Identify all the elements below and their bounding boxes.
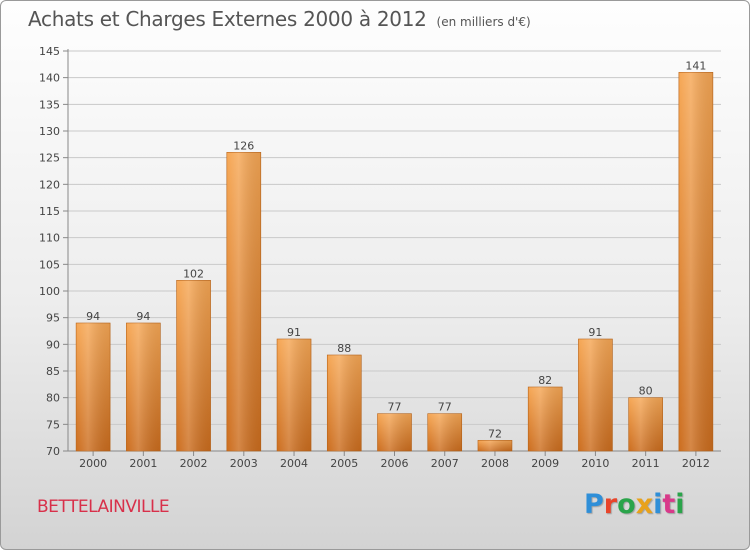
x-tick-label-2001: 2001: [129, 457, 157, 470]
bar-shine-2006: [377, 413, 412, 451]
data-label-2009: 82: [538, 374, 552, 387]
y-tick-label: 115: [39, 205, 60, 218]
data-label-2008: 72: [488, 427, 502, 440]
y-tick-label: 95: [46, 312, 60, 325]
data-label-2004: 91: [287, 326, 301, 339]
logo-letter: i: [675, 489, 685, 520]
x-tick-label-2010: 2010: [581, 457, 609, 470]
data-label-2006: 77: [388, 401, 402, 414]
logo-letter: P: [584, 489, 604, 520]
y-tick-label: 110: [39, 232, 60, 245]
bar-shine-2001: [126, 323, 161, 451]
logo-letter: x: [635, 489, 654, 520]
bars: [75, 72, 714, 452]
data-label-2011: 80: [639, 385, 653, 398]
data-label-2007: 77: [438, 401, 452, 414]
x-tick-label-2004: 2004: [280, 457, 308, 470]
data-label-2005: 88: [337, 342, 351, 355]
y-tick-label: 140: [39, 72, 60, 85]
bar-shine-2012: [678, 72, 713, 451]
x-tick-label-2000: 2000: [79, 457, 107, 470]
bar-shine-2010: [578, 339, 613, 451]
data-label-2001: 94: [136, 310, 150, 323]
chart-subtitle: (en milliers d'€): [436, 15, 531, 29]
bar-shine-2002: [176, 280, 211, 451]
x-tick-label-2003: 2003: [230, 457, 258, 470]
grid-lines: [68, 50, 721, 452]
chart-title: Achats et Charges Externes 2000 à 2012: [28, 7, 427, 31]
y-tick-label: 135: [39, 98, 60, 111]
y-tick-label: 125: [39, 152, 60, 165]
x-tick-label-2009: 2009: [531, 457, 559, 470]
bar-shine-2008: [477, 440, 512, 451]
bar-shine-2011: [628, 397, 663, 451]
x-tick-label-2007: 2007: [431, 457, 459, 470]
y-tick-label: 90: [46, 338, 60, 351]
logo-letter: t: [662, 489, 676, 520]
x-tick-label-2002: 2002: [180, 457, 208, 470]
data-label-2003: 126: [233, 139, 254, 152]
title-line: Achats et Charges Externes 2000 à 2012 (e…: [28, 7, 531, 31]
data-label-2002: 102: [183, 267, 204, 280]
data-label-2012: 141: [685, 59, 706, 72]
data-label-2010: 91: [588, 326, 602, 339]
bar-shine-2009: [528, 387, 563, 451]
proxiti-logo[interactable]: Proxiti: [584, 489, 685, 520]
logo-letter: i: [653, 489, 663, 520]
bar-shine-2003: [226, 152, 261, 452]
y-tick-label: 105: [39, 258, 60, 271]
data-label-2000: 94: [86, 310, 100, 323]
bar-shine-2007: [427, 413, 462, 451]
data-labels: 94 94 102 126 91 88 77 77 72 82 91 80 141: [86, 59, 706, 440]
y-tick-label: 85: [46, 365, 60, 378]
y-tick-label: 70: [46, 445, 60, 458]
y-tick-label: 120: [39, 178, 60, 191]
x-tick-label-2012: 2012: [682, 457, 710, 470]
bar-shine-2000: [76, 323, 111, 451]
x-tick-label-2008: 2008: [481, 457, 509, 470]
x-tick-label-2005: 2005: [330, 457, 358, 470]
y-tick-label: 100: [39, 285, 60, 298]
x-tick-label-2006: 2006: [381, 457, 409, 470]
bar-shine-2005: [327, 355, 362, 451]
y-tick-label: 145: [39, 45, 60, 58]
logo-letter: r: [603, 489, 618, 520]
y-tick-label: 80: [46, 392, 60, 405]
logo-letter: o: [617, 489, 636, 520]
y-tick-label: 130: [39, 125, 60, 138]
x-tick-label-2011: 2011: [632, 457, 660, 470]
commune-name: BETTELAINVILLE: [37, 497, 170, 517]
bar-shine-2004: [277, 339, 312, 451]
y-tick-label: 75: [46, 418, 60, 431]
